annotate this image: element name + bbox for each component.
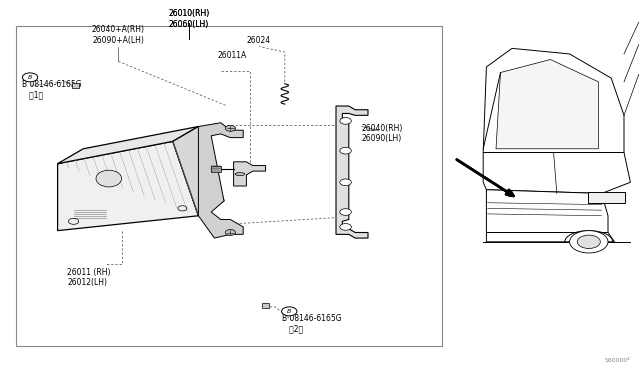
Text: 26011 (RH)
26012(LH): 26011 (RH) 26012(LH) [67, 268, 111, 287]
Circle shape [340, 118, 351, 124]
FancyBboxPatch shape [588, 192, 625, 203]
Text: 26040(RH)
26090(LH): 26040(RH) 26090(LH) [362, 124, 403, 143]
Ellipse shape [96, 170, 122, 187]
Bar [16, 26, 442, 346]
Circle shape [22, 73, 38, 82]
Text: B: B [28, 75, 32, 80]
Circle shape [340, 224, 351, 230]
Polygon shape [496, 60, 598, 149]
Polygon shape [58, 141, 198, 231]
Polygon shape [486, 232, 614, 242]
Polygon shape [234, 162, 266, 186]
Text: B 08146-6165G
   （1）: B 08146-6165G （1） [22, 80, 82, 99]
Ellipse shape [236, 173, 245, 176]
Text: 26010(RH)
26060(LH): 26010(RH) 26060(LH) [168, 9, 209, 29]
Polygon shape [173, 126, 224, 216]
Polygon shape [483, 153, 630, 193]
Text: 26024: 26024 [246, 36, 271, 45]
Circle shape [340, 209, 351, 215]
Polygon shape [211, 166, 221, 172]
Circle shape [570, 231, 608, 253]
Circle shape [225, 125, 236, 131]
Circle shape [282, 307, 297, 316]
Text: 26040+A(RH)
26090+A(LH): 26040+A(RH) 26090+A(LH) [92, 25, 145, 45]
Text: 26011A: 26011A [218, 51, 247, 60]
Polygon shape [336, 106, 368, 238]
Polygon shape [486, 190, 608, 232]
Polygon shape [483, 48, 624, 153]
Polygon shape [58, 126, 198, 164]
Circle shape [225, 230, 236, 235]
Polygon shape [72, 83, 79, 88]
Polygon shape [198, 123, 243, 238]
Circle shape [577, 235, 600, 248]
Circle shape [340, 147, 351, 154]
Text: B: B [287, 309, 291, 314]
Text: B 08146-6165G
   （2）: B 08146-6165G （2） [282, 314, 341, 334]
Polygon shape [262, 303, 269, 308]
Circle shape [340, 179, 351, 186]
Text: 26010(RH)
26060(LH): 26010(RH) 26060(LH) [168, 9, 209, 29]
Text: S60000²: S60000² [605, 358, 630, 363]
